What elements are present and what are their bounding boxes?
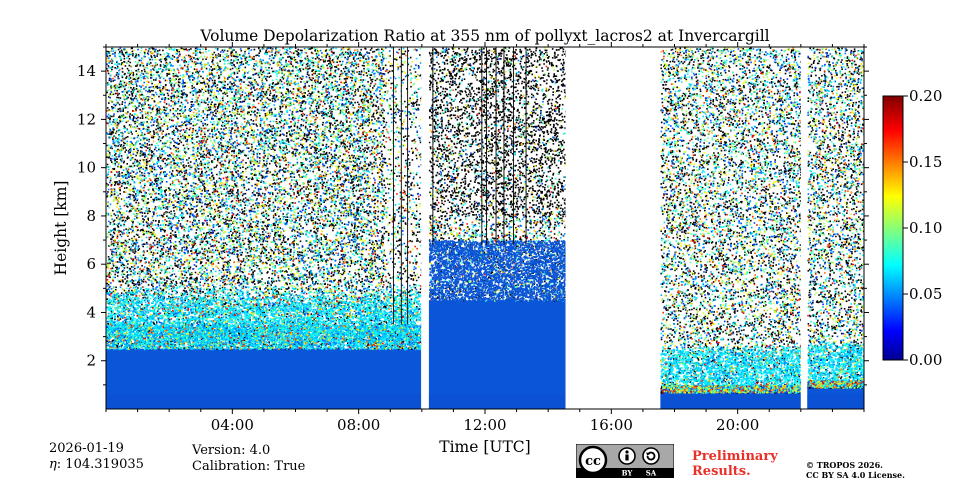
near-surface-layer-1 [106,394,422,409]
copyright-note: © TROPOS 2026. CC BY SA 4.0 License. [806,460,905,480]
x-tick-label-1: 08:00 [337,416,380,434]
x-tick-label-0: 04:00 [211,416,254,434]
colorbar-axis: 0.00 0.05 0.10 0.15 0.20 [903,87,942,369]
eta-label: η: 104.319035 [49,457,144,472]
colorbar-tick-label-4: 0.20 [909,87,942,105]
x-tick-label-3: 16:00 [590,416,633,434]
calibration-label: Calibration: True [192,459,306,474]
license-by-text: BY [622,469,634,478]
version-label: Version: 4.0 [192,443,271,458]
attribution-icon [618,447,636,465]
y-tick-label-3: 8 [86,207,96,225]
svg-text:cc: cc [585,454,601,469]
colorbar-tick-label-3: 0.15 [909,153,942,171]
license-sa-text: SA [646,469,657,478]
data-segment-2 [428,300,566,409]
noise-speckle-482 [108,50,862,394]
data-gap-1 [421,47,429,409]
noise-speckle-77 [107,55,864,393]
date-label: 2026-01-19 [49,441,124,456]
footer-left: 2026-01-19 η: 104.319035 [49,441,144,473]
x-tick-label-4: 20:00 [716,416,759,434]
chart-title: Volume Depolarization Ratio at 355 nm of… [199,27,769,45]
noise-speckle-0 [106,47,864,394]
y-tick-label-6: 14 [77,62,96,80]
y-tick-label-1: 4 [86,303,96,321]
noise-speckle-727 [428,240,568,302]
share-alike-icon [642,447,660,465]
y-axis: 2 4 6 8 10 12 14 [77,46,869,386]
near-surface-layer-4 [807,394,864,409]
near-surface-layer-2 [428,394,566,409]
y-tick-label-5: 12 [77,110,96,128]
creative-commons-icon: cc [578,445,608,475]
cc-by-sa-license-badge: cc BY SA [576,444,674,478]
colorbar-tick-label-2: 0.10 [909,219,942,237]
y-tick-label-2: 6 [86,255,96,273]
x-axis-label: Time [UTC] [439,438,530,456]
near-surface-layer-3 [660,394,801,409]
y-tick-label-0: 2 [86,352,96,370]
preliminary-results-note: Preliminary Results. [692,449,778,479]
colorbar-tick-label-1: 0.05 [909,285,942,303]
noise-speckle-400 [156,68,852,394]
y-tick-label-4: 10 [77,159,96,177]
noise-speckle-350 [116,50,861,393]
x-axis: 04:00 08:00 12:00 16:00 20:00 [105,42,865,434]
y-axis-label: Height [km] [52,181,70,276]
footer-version: Version: 4.0 Calibration: True [192,443,305,475]
colorbar [882,95,904,361]
data-gap-3 [800,47,808,409]
plot-area [106,47,864,409]
colorbar-tick-label-0: 0.00 [909,351,942,369]
data-gap-2 [565,47,661,409]
x-tick-label-2: 12:00 [463,416,506,434]
